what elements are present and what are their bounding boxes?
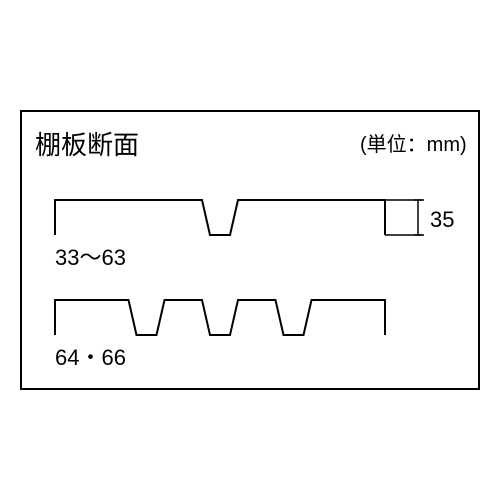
diagram-canvas: 棚板断面 (単位：mm) 33〜63 64・66 35 (0, 0, 500, 500)
profile-svg (0, 0, 500, 500)
profile-2-shape (55, 300, 385, 335)
profile-1-shape (55, 200, 385, 235)
